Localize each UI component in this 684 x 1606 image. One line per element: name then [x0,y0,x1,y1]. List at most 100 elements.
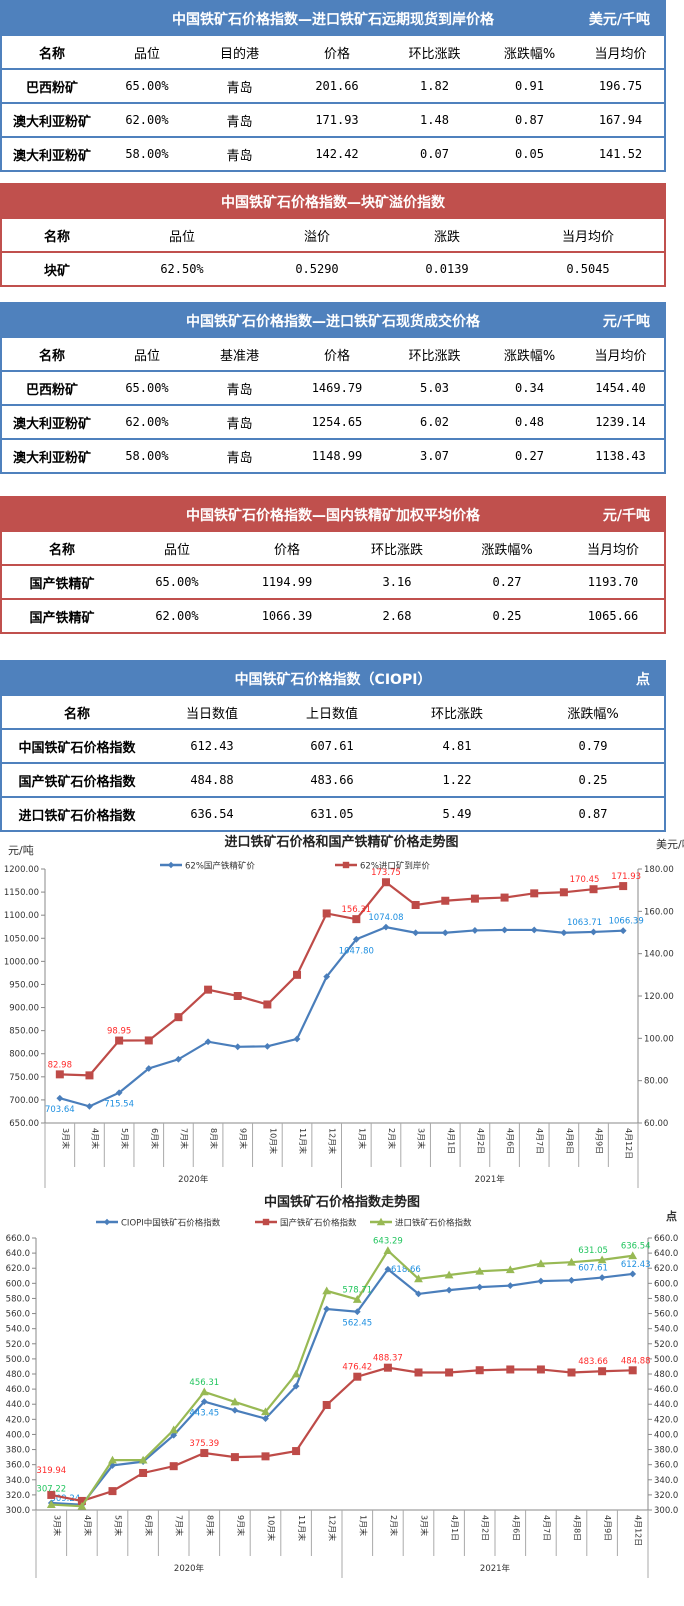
data-point [167,861,175,869]
y2-tick-label: 320.0 [654,1491,678,1501]
table-cell: 631.05 [310,807,354,821]
data-point [262,1415,269,1422]
column-header: 价格 [323,348,350,364]
data-label: 1063.71 [567,918,602,928]
table-cell: 1239.14 [595,415,646,429]
data-point [139,1468,148,1477]
column-header: 名称 [38,348,65,364]
column-header: 名称 [48,542,75,558]
y-tick-label: 620.0 [6,1264,30,1274]
table-cell: 607.61 [310,739,354,753]
data-point [628,1251,638,1260]
data-point [234,1043,242,1051]
data-point [85,1071,94,1080]
series-line [51,1366,633,1503]
y-tick-label: 1150.00 [4,888,39,898]
data-point [46,1500,56,1508]
table-cell: 0.87 [578,807,608,821]
y2-tick-label: 660.0 [654,1234,678,1244]
data-point [322,909,331,918]
table-cell: 0.07 [420,147,449,161]
table-cell: 1454.40 [595,381,646,395]
data-point [342,861,350,869]
category-label: 4月8日 [565,1128,574,1154]
category-label: 4月1日 [450,1515,459,1541]
legend-label: CIOPI中国铁矿石价格指数 [121,1218,221,1229]
data-label: 607.61 [578,1264,608,1274]
category-label: 12月末 [328,1515,338,1541]
column-header: 溢价 [303,229,330,245]
y-tick-label: 1200.00 [4,865,39,875]
column-header: 名称 [43,229,70,245]
table-cell: 0.87 [515,113,544,127]
data-point [263,1000,272,1009]
column-header: 涨跌幅% [503,46,556,62]
table-cell: 1138.43 [595,449,646,463]
data-point [411,900,420,909]
data-point [138,1455,148,1464]
table-title: 中国铁矿石价格指数（CIOPI） [234,672,432,688]
data-point [204,985,213,994]
data-label: 578.71 [342,1285,372,1295]
table-cell: 0.25 [492,609,522,623]
table-header-row: 名称 品位 溢价 涨跌 当月均价 [2,219,664,251]
category-label: 1月末 [357,1128,367,1149]
data-point [414,1368,423,1377]
data-label: 375.39 [189,1439,219,1449]
category-label: 11月末 [298,1128,308,1154]
data-point [108,1455,117,1464]
table-cell: 0.5045 [566,262,610,276]
data-point [77,1501,87,1510]
y2-tick-label: 180.00 [644,865,674,875]
y-tick-label: 440.0 [6,1400,30,1410]
table-cell: 澳大利亚粉矿 [12,114,91,130]
data-point [115,1089,123,1097]
category-label: 4月8日 [573,1515,582,1541]
data-point [441,929,449,937]
data-point [471,927,479,934]
data-label: 1074.08 [368,913,403,923]
table-cell: 167.94 [598,113,643,127]
category-label: 5月末 [114,1515,124,1536]
column-header: 环比涨跌 [408,46,461,62]
data-label: 1066.39 [609,917,644,927]
y-tick-label: 700.00 [9,1096,39,1106]
chart-title: 中国铁矿石价格指数走势图 [264,1194,420,1210]
data-point [475,1266,485,1275]
data-point [293,970,302,979]
series-line [51,1267,633,1506]
table-cell: 0.27 [492,575,522,589]
data-point [323,973,331,981]
category-label: 9月末 [239,1128,249,1149]
table-title-bar: 中国铁矿石价格指数—国内铁精矿加权平均价格 元/千吨 [2,498,664,532]
data-point [292,1382,300,1390]
table-row: 国产铁精矿 65.00% 1194.99 3.16 0.27 1193.70 [2,564,664,598]
table-cell: 65.00% [125,381,169,395]
data-point [445,1368,454,1377]
column-header: 品位 [133,348,160,364]
data-label: 156.31 [341,905,371,915]
data-label: 1047.80 [339,946,374,956]
y2-tick-label: 360.0 [654,1461,678,1471]
table-row: 巴西粉矿 65.00% 青岛 1469.79 5.03 0.34 1454.40 [2,370,664,404]
table-row: 块矿 62.50% 0.5290 0.0139 0.5045 [2,251,664,285]
data-point [292,1447,301,1456]
category-label: 4月1日 [446,1128,455,1154]
table-row: 国产铁精矿 62.00% 1066.39 2.68 0.25 1065.66 [2,598,664,632]
table-cell: 484.88 [190,773,234,787]
data-label: 488.37 [373,1354,403,1364]
data-label: 173.75 [371,868,401,878]
table-cell: 483.66 [310,773,354,787]
series-line [59,926,624,1108]
category-label: 7月末 [179,1128,189,1149]
table-cell: 0.91 [515,79,544,93]
data-point [505,1265,515,1274]
table-cell: 5.03 [420,381,449,395]
table-cell: 国产铁精矿 [29,576,95,592]
y-tick-label: 560.0 [6,1310,30,1320]
legend-label: 62%进口矿到岸价 [360,861,430,872]
category-label: 4月9日 [595,1128,604,1154]
data-label: 307.22 [36,1485,66,1495]
y2-tick-label: 420.0 [654,1415,678,1425]
data-point [352,1295,362,1303]
